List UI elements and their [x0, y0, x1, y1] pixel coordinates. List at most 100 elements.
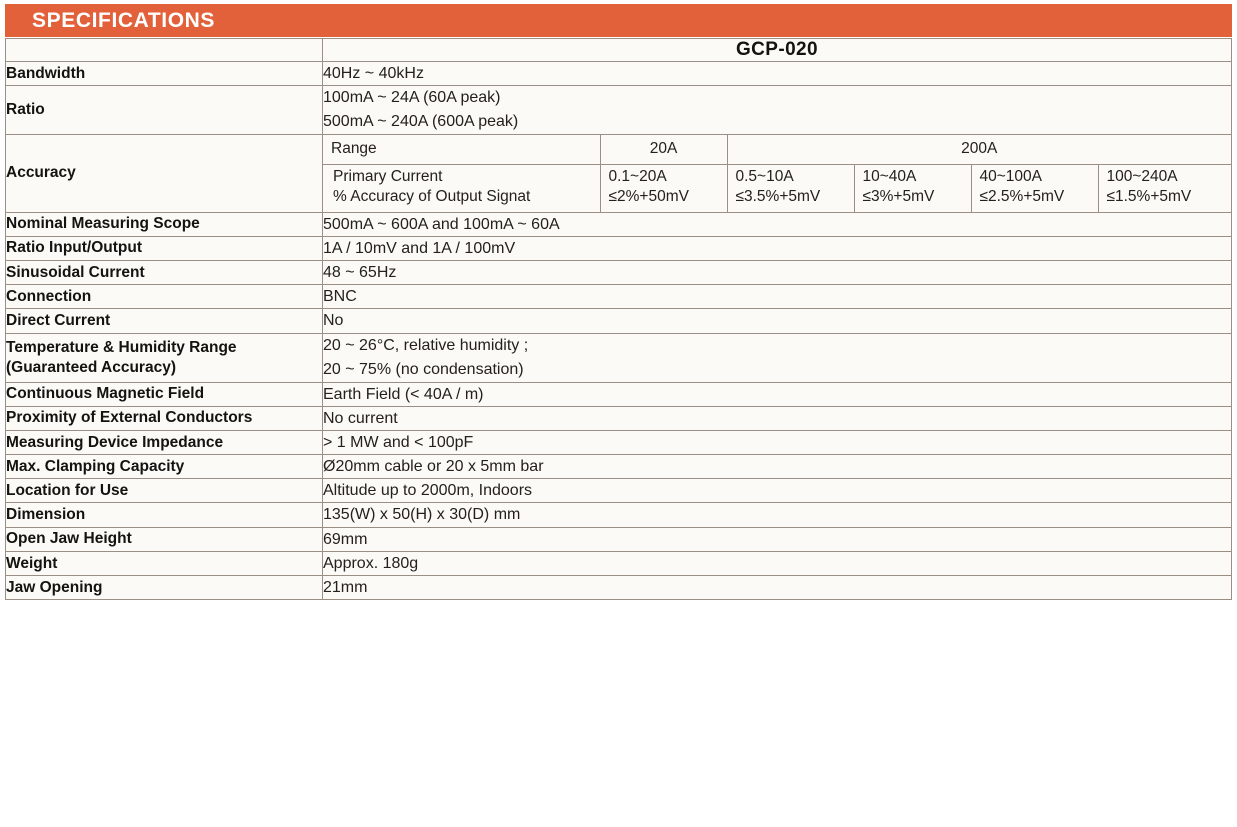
accuracy-label-primary-current: Primary Current	[333, 168, 443, 186]
value-line: Ø20mm cable or 20 x 5mm bar	[323, 458, 544, 476]
table-row-open-jaw-height: Open Jaw Height 69mm	[5, 526, 1232, 552]
label-line: Temperature & Humidity Range	[6, 338, 237, 356]
value-line: 48 ~ 65Hz	[323, 263, 397, 281]
row-value-nominal-measuring-scope: 500mA ~ 600A and 100mA ~ 60A	[322, 211, 1232, 237]
row-label-temperature-humidity-range: Temperature & Humidity Range (Guaranteed…	[5, 332, 323, 383]
value-line: 135(W) x 50(H) x 30(D) mm	[323, 506, 521, 524]
row-value-max-clamping-capacity: Ø20mm cable or 20 x 5mm bar	[322, 454, 1232, 480]
row-value-connection: BNC	[322, 284, 1232, 310]
row-value-direct-current: No	[322, 308, 1232, 334]
table-row-ratio-input-output: Ratio Input/Output 1A / 10mV and 1A / 10…	[5, 235, 1232, 261]
table-row-max-clamping-capacity: Max. Clamping Capacity Ø20mm cable or 20…	[5, 454, 1232, 480]
row-value-location-for-use: Altitude up to 2000m, Indoors	[322, 478, 1232, 504]
value-line: No	[323, 312, 344, 330]
row-label-sinusoidal-current: Sinusoidal Current	[5, 259, 323, 286]
row-value-measuring-device-impedance: > 1 MW and < 100pF	[322, 429, 1232, 456]
row-value-open-jaw-height: 69mm	[322, 526, 1232, 552]
table-row-continuous-magnetic-field: Continuous Magnetic Field Earth Field (<…	[5, 381, 1232, 407]
value-line: 20 ~ 26°C, relative humidity ;	[323, 336, 529, 354]
row-value-accuracy: Range 20A 200A Primary Current % Accurac…	[322, 134, 1232, 213]
accuracy-column-2: 0.5~10A ≤3.5%+5mV	[727, 164, 855, 212]
table-row-connection: Connection BNC	[5, 284, 1232, 310]
label-line: (Guaranteed Accuracy)	[6, 358, 176, 376]
row-label-dimension: Dimension	[5, 502, 323, 528]
value-line: > 1 MW and < 100pF	[323, 433, 474, 451]
accuracy-output-value: ≤2%+50mV	[608, 188, 689, 206]
value-line: Approx. 180g	[323, 554, 419, 572]
row-label-proximity-external-conductors: Proximity of External Conductors	[5, 405, 323, 431]
accuracy-primary-current-value: 0.5~10A	[735, 168, 794, 186]
accuracy-column-5: 100~240A ≤1.5%+5mV	[1098, 164, 1231, 212]
value-line: BNC	[323, 288, 357, 306]
table-row-nominal-measuring-scope: Nominal Measuring Scope 500mA ~ 600A and…	[5, 211, 1232, 237]
row-label-measuring-device-impedance: Measuring Device Impedance	[5, 429, 323, 456]
accuracy-primary-current-value: 100~240A	[1106, 168, 1178, 186]
accuracy-subtable-header-row: Range 20A 200A	[323, 135, 1231, 166]
accuracy-subtable-data-row: Primary Current % Accuracy of Output Sig…	[323, 164, 1231, 212]
table-row-proximity-external-conductors: Proximity of External Conductors No curr…	[5, 405, 1232, 431]
row-label-connection: Connection	[5, 284, 323, 310]
accuracy-output-value: ≤2.5%+5mV	[979, 188, 1065, 206]
row-value-ratio: 100mA ~ 24A (60A peak) 500mA ~ 240A (600…	[322, 85, 1232, 136]
row-value-jaw-opening: 21mm	[322, 575, 1232, 601]
table-row-sinusoidal-current: Sinusoidal Current 48 ~ 65Hz	[5, 259, 1232, 286]
table-row-direct-current: Direct Current No	[5, 308, 1232, 334]
row-label-ratio-input-output: Ratio Input/Output	[5, 235, 323, 261]
row-label-nominal-measuring-scope: Nominal Measuring Scope	[5, 211, 323, 237]
accuracy-group-20a: 20A	[600, 135, 728, 166]
table-row-bandwidth: Bandwidth 40Hz ~ 40kHz	[5, 60, 1232, 87]
accuracy-output-value: ≤3.5%+5mV	[735, 188, 821, 206]
row-value-continuous-magnetic-field: Earth Field (< 40A / m)	[322, 381, 1232, 407]
accuracy-label-output-signal: % Accuracy of Output Signat	[333, 188, 531, 206]
page-title: SPECIFICATIONS	[32, 8, 216, 32]
value-line: 1A / 10mV and 1A / 100mV	[323, 239, 516, 257]
value-line: 100mA ~ 24A (60A peak)	[323, 89, 501, 107]
accuracy-primary-current-value: 10~40A	[862, 168, 917, 186]
model-header-blank-cell	[5, 38, 323, 62]
row-label-direct-current: Direct Current	[5, 308, 323, 334]
table-row-accuracy: Accuracy Range	[5, 134, 1232, 213]
accuracy-output-value: ≤3%+5mV	[862, 188, 935, 206]
accuracy-primary-current-value: 40~100A	[979, 168, 1043, 186]
table-row-temperature-humidity-range: Temperature & Humidity Range (Guaranteed…	[5, 332, 1232, 383]
specifications-table: GCP-020 Bandwidth 40Hz ~ 40kHz Ratio 100…	[5, 38, 1232, 601]
table-row-location-for-use: Location for Use Altitude up to 2000m, I…	[5, 478, 1232, 504]
accuracy-range-label: Range	[323, 135, 601, 166]
row-label-max-clamping-capacity: Max. Clamping Capacity	[5, 454, 323, 480]
accuracy-output-value: ≤1.5%+5mV	[1106, 188, 1192, 206]
row-value-bandwidth: 40Hz ~ 40kHz	[322, 60, 1232, 87]
value-line: Earth Field (< 40A / m)	[323, 385, 484, 403]
model-header-cell: GCP-020	[322, 38, 1232, 62]
accuracy-column-1: 0.1~20A ≤2%+50mV	[600, 164, 728, 212]
row-label-weight: Weight	[5, 550, 323, 577]
row-label-accuracy: Accuracy	[5, 134, 323, 213]
row-value-weight: Approx. 180g	[322, 550, 1232, 577]
table-row-jaw-opening: Jaw Opening 21mm	[5, 575, 1232, 601]
row-label-open-jaw-height: Open Jaw Height	[5, 526, 323, 552]
row-label-jaw-opening: Jaw Opening	[5, 575, 323, 601]
value-line: 40Hz ~ 40kHz	[323, 65, 424, 82]
accuracy-group-200a: 200A	[727, 135, 1231, 166]
row-value-dimension: 135(W) x 50(H) x 30(D) mm	[322, 502, 1232, 528]
accuracy-subtable: Range 20A 200A Primary Current % Accurac…	[323, 135, 1231, 212]
row-value-sinusoidal-current: 48 ~ 65Hz	[322, 259, 1232, 286]
row-label-continuous-magnetic-field: Continuous Magnetic Field	[5, 381, 323, 407]
accuracy-column-3: 10~40A ≤3%+5mV	[854, 164, 972, 212]
model-name: GCP-020	[735, 39, 818, 60]
accuracy-primary-current-value: 0.1~20A	[608, 168, 667, 186]
accuracy-column-4: 40~100A ≤2.5%+5mV	[971, 164, 1099, 212]
row-value-temperature-humidity-range: 20 ~ 26°C, relative humidity ; 20 ~ 75% …	[322, 332, 1232, 383]
table-row-measuring-device-impedance: Measuring Device Impedance > 1 MW and < …	[5, 429, 1232, 456]
value-line: No current	[323, 409, 398, 427]
row-value-proximity-external-conductors: No current	[322, 405, 1232, 431]
value-line: 69mm	[323, 530, 368, 548]
value-line: Altitude up to 2000m, Indoors	[323, 482, 533, 500]
table-row-weight: Weight Approx. 180g	[5, 550, 1232, 577]
value-line: 500mA ~ 240A (600A peak)	[323, 113, 519, 131]
row-label-ratio: Ratio	[5, 85, 323, 136]
table-row-dimension: Dimension 135(W) x 50(H) x 30(D) mm	[5, 502, 1232, 528]
specifications-banner: SPECIFICATIONS	[5, 4, 1232, 37]
value-line: 500mA ~ 600A and 100mA ~ 60A	[323, 215, 560, 233]
table-row-ratio: Ratio 100mA ~ 24A (60A peak) 500mA ~ 240…	[5, 85, 1232, 136]
